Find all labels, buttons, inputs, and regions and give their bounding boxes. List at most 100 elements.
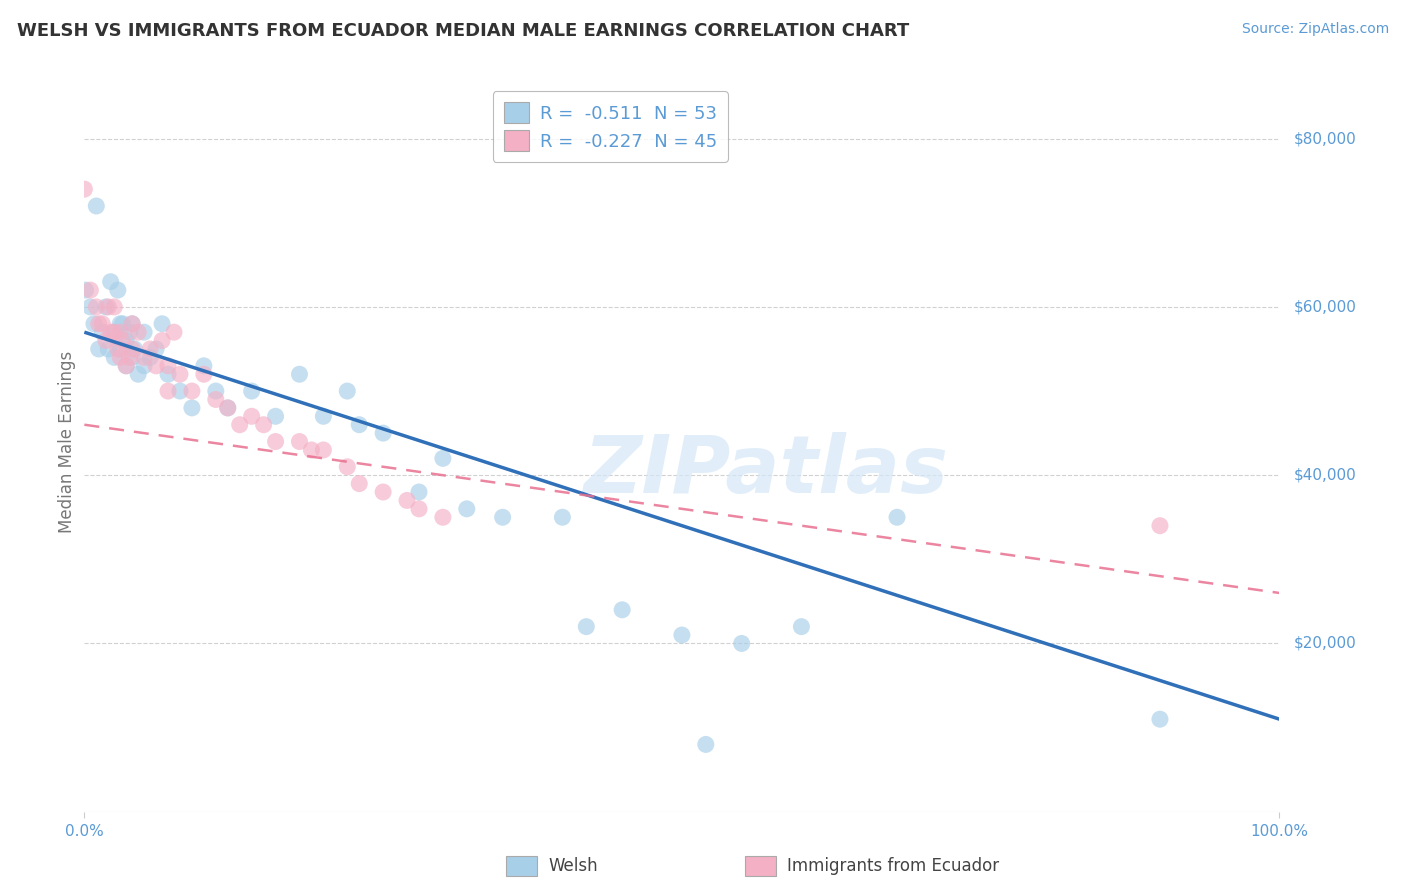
Point xyxy=(432,451,454,466)
Point xyxy=(492,510,515,524)
Point xyxy=(124,342,146,356)
Point xyxy=(86,199,108,213)
Point xyxy=(790,619,813,633)
Text: Source: ZipAtlas.com: Source: ZipAtlas.com xyxy=(1241,22,1389,37)
Point xyxy=(150,334,173,348)
Point xyxy=(408,485,430,500)
Point xyxy=(110,342,132,356)
Point xyxy=(86,300,108,314)
Text: $80,000: $80,000 xyxy=(1294,131,1357,146)
Point xyxy=(229,417,252,432)
Point xyxy=(73,182,96,196)
Point xyxy=(373,485,395,500)
Point xyxy=(169,368,191,382)
Point xyxy=(100,275,122,289)
Point xyxy=(205,384,228,398)
Point xyxy=(301,442,323,457)
Point xyxy=(157,359,180,373)
Point xyxy=(240,409,263,424)
Point xyxy=(264,409,287,424)
Point xyxy=(121,317,143,331)
Point xyxy=(97,300,120,314)
Point xyxy=(193,359,215,373)
Point xyxy=(157,368,180,382)
Point xyxy=(145,342,167,356)
Point xyxy=(349,476,371,491)
Point xyxy=(336,459,359,474)
Point xyxy=(551,510,574,524)
Point xyxy=(731,636,754,650)
Point xyxy=(94,300,117,314)
Point xyxy=(886,510,908,524)
Point xyxy=(132,359,156,373)
Point xyxy=(110,351,132,365)
Point xyxy=(205,392,228,407)
Point xyxy=(181,401,204,415)
Text: $60,000: $60,000 xyxy=(1294,300,1357,314)
Point xyxy=(264,434,287,449)
Point xyxy=(288,368,311,382)
Point xyxy=(217,401,239,415)
Point xyxy=(127,325,149,339)
Point xyxy=(87,317,110,331)
Legend: R =  -0.511  N = 53, R =  -0.227  N = 45: R = -0.511 N = 53, R = -0.227 N = 45 xyxy=(492,92,728,162)
Point xyxy=(103,325,125,339)
Point xyxy=(121,351,143,365)
Point xyxy=(1149,518,1171,533)
Point xyxy=(288,434,311,449)
Point xyxy=(312,409,335,424)
Point xyxy=(396,493,419,508)
Point xyxy=(132,351,156,365)
Point xyxy=(87,342,110,356)
Point xyxy=(94,334,117,348)
Point xyxy=(110,325,132,339)
Point xyxy=(111,334,134,348)
Point xyxy=(145,359,167,373)
Text: $40,000: $40,000 xyxy=(1294,467,1357,483)
Point xyxy=(671,628,693,642)
Text: Welsh: Welsh xyxy=(548,857,598,875)
Point xyxy=(139,342,162,356)
Point xyxy=(118,325,141,339)
Point xyxy=(115,359,138,373)
Point xyxy=(132,325,156,339)
Point xyxy=(157,384,180,398)
Point xyxy=(240,384,263,398)
Point xyxy=(169,384,191,398)
Point xyxy=(121,342,143,356)
Point xyxy=(103,351,125,365)
Point xyxy=(612,603,634,617)
Point xyxy=(115,334,138,348)
Point xyxy=(121,317,143,331)
Point xyxy=(456,501,478,516)
Point xyxy=(181,384,204,398)
Point xyxy=(115,359,138,373)
Point xyxy=(107,342,129,356)
Text: $20,000: $20,000 xyxy=(1294,636,1357,651)
Point xyxy=(432,510,454,524)
Point xyxy=(575,619,598,633)
Point xyxy=(695,738,717,752)
Point xyxy=(127,368,149,382)
Point xyxy=(75,283,97,297)
Point xyxy=(373,426,395,441)
Point xyxy=(79,300,101,314)
Text: ZIPatlas: ZIPatlas xyxy=(583,432,948,510)
Point xyxy=(79,283,101,297)
Point xyxy=(103,300,125,314)
Point xyxy=(139,351,162,365)
Point xyxy=(111,317,134,331)
Point xyxy=(100,325,122,339)
Point xyxy=(83,317,105,331)
Point xyxy=(163,325,186,339)
Point xyxy=(97,342,120,356)
Point xyxy=(91,317,114,331)
Point xyxy=(217,401,239,415)
Point xyxy=(118,351,141,365)
Point xyxy=(312,442,335,457)
Y-axis label: Median Male Earnings: Median Male Earnings xyxy=(58,351,76,533)
Point xyxy=(103,325,125,339)
Point xyxy=(91,325,114,339)
Point xyxy=(150,317,173,331)
Point xyxy=(408,501,430,516)
